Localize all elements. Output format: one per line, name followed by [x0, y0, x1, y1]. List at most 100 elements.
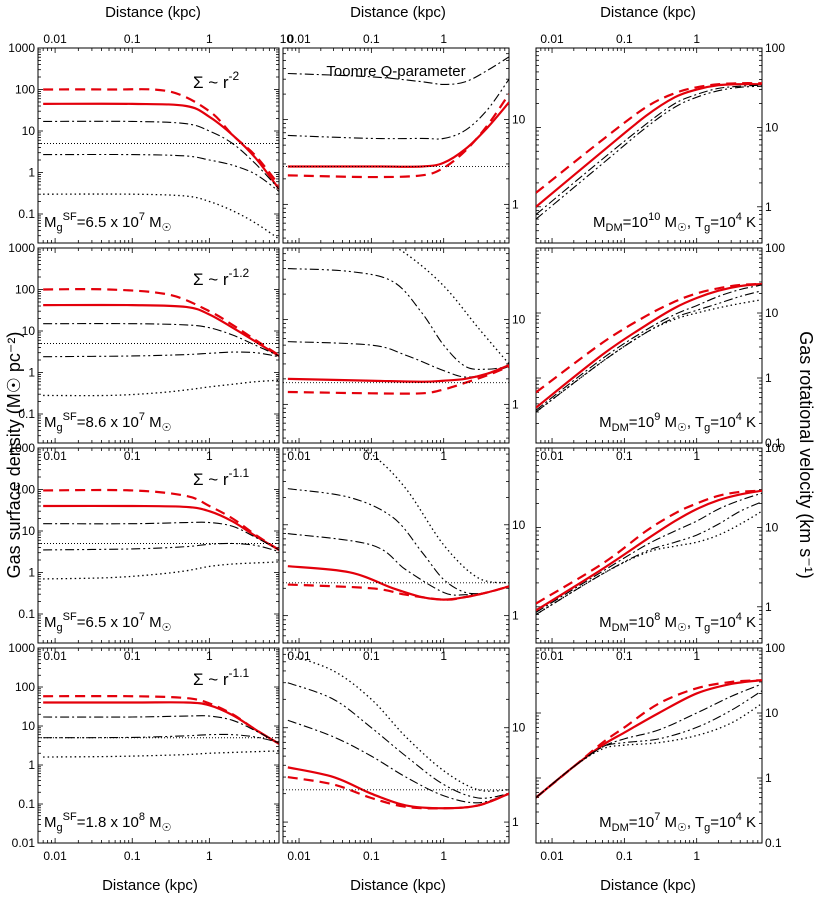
dm-exp: 8: [654, 611, 660, 623]
sigma-series-red-dash: [43, 694, 279, 745]
sigma-tick-label: 0.1: [18, 407, 35, 421]
vrot-tick-label: 1: [765, 371, 772, 385]
toomre-series-dashdotdot: [287, 488, 509, 595]
q-tick-label: 1: [512, 197, 519, 211]
vrot-series-dashdotdot: [536, 290, 762, 413]
sun-symbol: ☉: [162, 822, 172, 834]
toomre-series-dashdotdot: [287, 78, 509, 140]
dm-exp: 9: [654, 411, 660, 423]
temp-sub: g: [704, 422, 710, 434]
x-tick-label-top: 1: [440, 32, 447, 46]
gas-mass-symbol: M: [44, 814, 57, 831]
gas-mass-annotation: MgSF=1.8 x 108 M☉: [44, 811, 172, 834]
slope-text: Σ ~ r: [193, 270, 229, 289]
dm-unit: M: [660, 614, 677, 631]
temp-exp: 4: [736, 611, 742, 623]
temp-eq: =10: [710, 414, 735, 431]
toomre-series-red-solid: [287, 101, 509, 168]
toomre-series-dashdot: [287, 719, 509, 804]
x-tick-label: 0.1: [616, 649, 633, 663]
slope-text: Σ ~ r: [193, 470, 229, 489]
vrot-series-red-dash: [536, 82, 762, 194]
x-tick-label: 0.01: [540, 849, 564, 863]
slope-annotation: Σ ~ r-1.1: [193, 466, 250, 489]
sigma-tick-label: 10: [22, 324, 36, 338]
panel-r3-c2: 1 10 0.01 0.1 1: [282, 447, 526, 663]
vrot-tick-label: 100: [765, 641, 785, 655]
q-tick-label: 10: [512, 721, 526, 735]
dm-mass-annotation: MDM=108 M☉, Tg=104 K: [599, 611, 756, 634]
dm-unit: M: [660, 814, 677, 831]
gas-mass-sub: g: [57, 622, 63, 634]
x-tick-label: 1: [206, 449, 213, 463]
sigma-tick-label: 1000: [8, 441, 35, 455]
vrot-tick-label: 100: [765, 241, 785, 255]
toomre-series-dashdot: [287, 56, 509, 86]
panel-frame: [535, 447, 763, 644]
temp-symbol: , T: [687, 214, 704, 231]
sigma-series-dashdotdot: [43, 153, 279, 192]
sigma-series-dashdot: [43, 521, 279, 551]
x-tick-label-top: 0.1: [124, 32, 141, 46]
temp-exp: 4: [736, 211, 742, 223]
x-tick-label-top: 1: [693, 32, 700, 46]
dm-sub: DM: [606, 222, 623, 234]
panel-frame: [37, 47, 280, 244]
dm-symbol: M: [599, 414, 612, 431]
x-tick-label: 1: [693, 849, 700, 863]
x-tick-label: 1: [206, 649, 213, 663]
sigma-tick-label: 1: [28, 758, 35, 772]
sigma-series-dashdotdot: [43, 351, 279, 358]
gas-mass-exp: 7: [139, 211, 145, 223]
sigma-series-red-solid: [43, 504, 279, 551]
toomre-series-red-dash: [287, 775, 509, 810]
vrot-tick-label: 10: [765, 306, 779, 320]
sigma-tick-label: 1000: [8, 641, 35, 655]
vrot-series-red-solid: [536, 489, 762, 612]
toomre-series-dot: [395, 248, 509, 365]
dm-symbol: M: [599, 814, 612, 831]
toomre-series-red-solid: [287, 364, 509, 383]
x-tick-label: 0.1: [124, 649, 141, 663]
x-tick-label: 0.1: [124, 849, 141, 863]
vrot-series-dashdotdot: [536, 690, 762, 798]
panel-r3-c1: 0.1 1 10 100 1000 0.01 0.1 1 Σ ~ r-1.1 MgSF=6.5 x…: [8, 441, 280, 663]
sigma-series-red-dash: [43, 288, 279, 357]
x-tick-label-top: 0.1: [616, 32, 633, 46]
gas-mass-sup: SF: [63, 811, 77, 823]
sigma-series-red-dash: [43, 488, 279, 551]
top-xlabel-right: Distance (kpc): [600, 4, 696, 21]
dm-value: =10: [623, 214, 648, 231]
slope-annotation: Σ ~ r-1.2: [193, 266, 250, 289]
sigma-tick-label: 0.1: [18, 607, 35, 621]
left-ylabel: Gas surface density (M☉ pc⁻²): [4, 332, 24, 579]
dm-symbol: M: [599, 614, 612, 631]
sun-symbol: ☉: [677, 222, 687, 234]
gas-mass-sub: g: [57, 222, 63, 234]
temp-eq: =10: [710, 614, 735, 631]
x-tick-label-top: 10: [280, 32, 294, 46]
sigma-tick-label: 1: [28, 165, 35, 179]
x-tick-label: 0.01: [43, 649, 67, 663]
x-tick-label: 0.01: [540, 649, 564, 663]
temp-symbol: , T: [687, 414, 704, 431]
bottom-xlabel-right: Distance (kpc): [600, 877, 696, 894]
vrot-series-dashdotdot: [536, 85, 762, 220]
sigma-tick-label: 10: [22, 719, 36, 733]
gas-mass-value: =6.5 x 10: [77, 614, 139, 631]
sun-symbol: ☉: [162, 422, 172, 434]
gas-mass-symbol: M: [44, 614, 57, 631]
panel-r2-c1: 0.1 1 10 100 1000 0.01 0.1 1 Σ ~ r-1.2 MgSF=8.6 x…: [8, 241, 280, 463]
x-tick-label: 0.1: [616, 449, 633, 463]
vrot-tick-label: 10: [765, 120, 779, 134]
panel-r4-c2: 1 10 0.01 0.1 1: [282, 647, 526, 863]
temp-unit: K: [742, 814, 756, 831]
temp-sub: g: [704, 622, 710, 634]
temp-unit: K: [742, 614, 756, 631]
gas-mass-sup: SF: [63, 611, 77, 623]
x-tick-label: 0.01: [287, 449, 311, 463]
panel-frame: [37, 447, 280, 644]
gas-mass-value: =8.6 x 10: [77, 414, 139, 431]
figure-labels: Distance (kpc) Distance (kpc) Distance (…: [4, 4, 816, 894]
